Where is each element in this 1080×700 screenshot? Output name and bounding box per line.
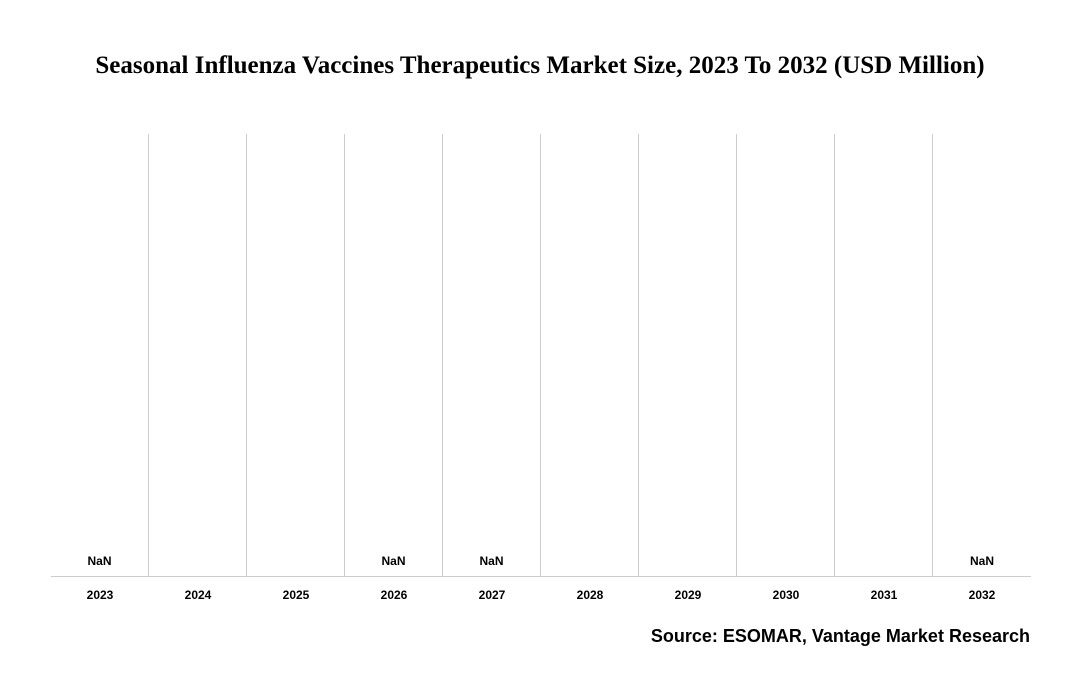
- value-label: NaN: [51, 554, 148, 568]
- x-label-2025: 2025: [247, 588, 345, 602]
- column-2029: [639, 134, 737, 576]
- column-2027: NaN: [443, 134, 541, 576]
- x-label-2030: 2030: [737, 588, 835, 602]
- column-2032: NaN: [933, 134, 1031, 576]
- chart-title: Seasonal Influenza Vaccines Therapeutics…: [50, 52, 1030, 80]
- x-label-2027: 2027: [443, 588, 541, 602]
- value-label: NaN: [345, 554, 442, 568]
- x-axis: 2023 2024 2025 2026 2027 2028 2029 2030 …: [51, 588, 1031, 608]
- column-2024: [149, 134, 247, 576]
- x-label-2032: 2032: [933, 588, 1031, 602]
- column-2031: [835, 134, 933, 576]
- column-2025: [247, 134, 345, 576]
- x-label-2029: 2029: [639, 588, 737, 602]
- x-label-2024: 2024: [149, 588, 247, 602]
- x-label-2023: 2023: [51, 588, 149, 602]
- column-2028: [541, 134, 639, 576]
- x-label-2028: 2028: [541, 588, 639, 602]
- column-2026: NaN: [345, 134, 443, 576]
- plot-area: NaN NaN NaN NaN: [51, 134, 1031, 577]
- x-label-2026: 2026: [345, 588, 443, 602]
- value-label: NaN: [933, 554, 1031, 568]
- column-2023: NaN: [51, 134, 149, 576]
- column-2030: [737, 134, 835, 576]
- source-attribution: Source: ESOMAR, Vantage Market Research: [651, 626, 1030, 647]
- x-label-2031: 2031: [835, 588, 933, 602]
- value-label: NaN: [443, 554, 540, 568]
